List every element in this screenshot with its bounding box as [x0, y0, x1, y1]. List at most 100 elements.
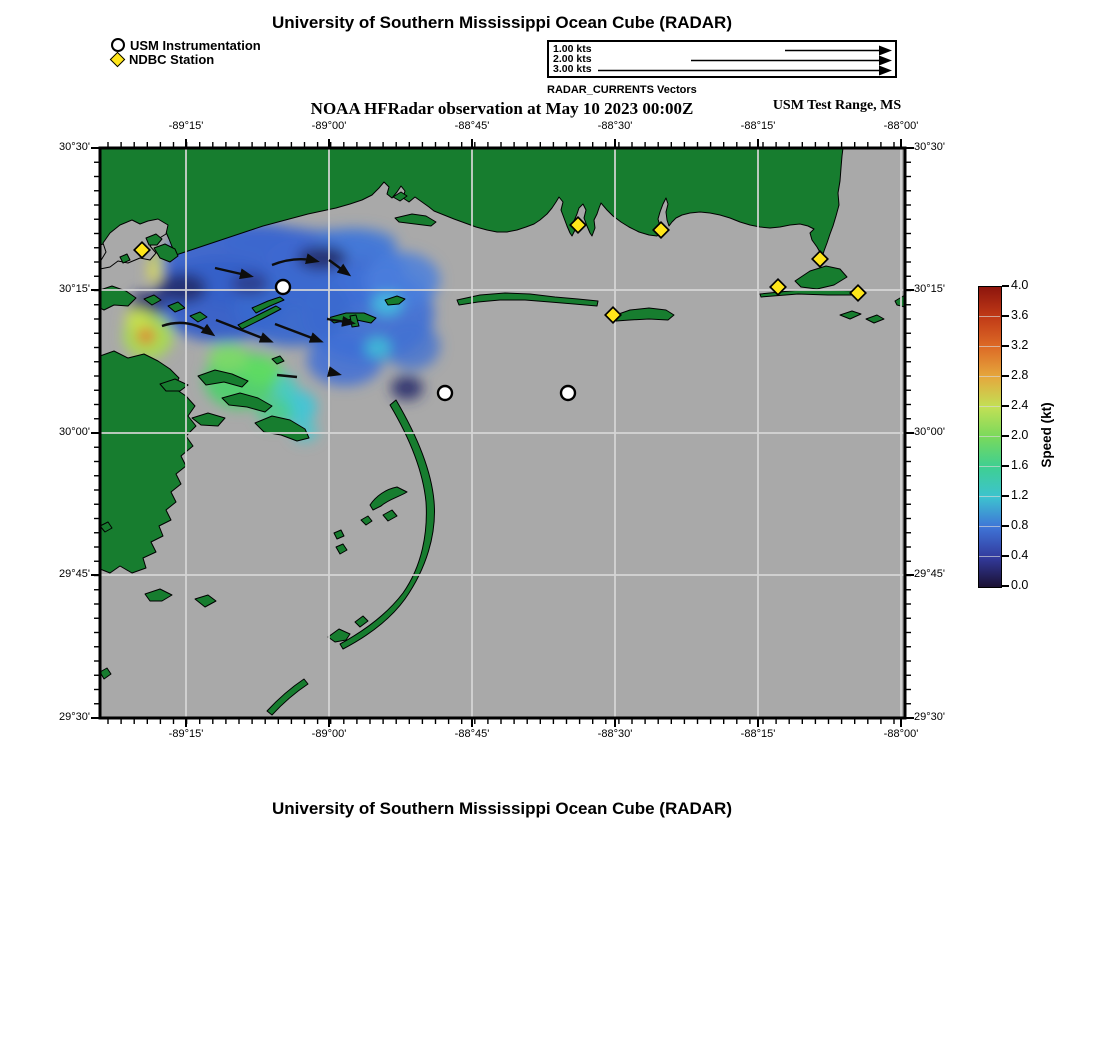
- colorbar-gridline: [979, 316, 1000, 317]
- test-range-label: USM Test Range, MS: [772, 98, 902, 113]
- colorbar-tick-label: 1.6: [1011, 458, 1029, 472]
- colorbar-tick-label: 1.2: [1011, 488, 1029, 502]
- ndbc-station-marker: [133, 241, 151, 259]
- chandeleur-bit: [327, 628, 351, 643]
- marsh: [143, 294, 162, 306]
- colorbar-gridline: [979, 376, 1000, 377]
- biloxi-bay-islet: [392, 191, 408, 202]
- barrier-island: [251, 296, 285, 314]
- pearl-islet: [153, 243, 179, 263]
- speed-field-blob: [231, 273, 269, 295]
- legend-ndbc-row: NDBC Station: [109, 51, 215, 67]
- vector-scale-arrowhead: [879, 55, 892, 66]
- lat-tick-label: 30°00': [59, 426, 90, 438]
- deer-island: [394, 213, 437, 227]
- colorbar-tick-label: 0.0: [1011, 578, 1029, 592]
- pearl-marsh-peninsula: [99, 218, 169, 270]
- current-vectors: [161, 253, 356, 379]
- chandeleur-arc: [339, 399, 435, 650]
- current-vector-arrow: [276, 373, 298, 379]
- lat-tick-label: 29°45': [59, 568, 90, 580]
- small-island: [382, 509, 398, 522]
- current-vector-arrow: [326, 315, 356, 327]
- barrier-island: [384, 295, 406, 306]
- usm-station-marker: [436, 384, 454, 402]
- colorbar-tick-label: 0.4: [1011, 548, 1029, 562]
- current-vector-arrow: [161, 321, 216, 337]
- lon-tick-label: -89°00': [311, 120, 347, 132]
- vector-legend-caption: RADAR_CURRENTS Vectors: [547, 84, 697, 96]
- colorbar-tick-mark: [1002, 285, 1009, 287]
- lon-tick-label: -88°00': [883, 120, 919, 132]
- colorbar-tick-label: 3.6: [1011, 308, 1029, 322]
- colorbar-tick-label: 2.0: [1011, 428, 1029, 442]
- current-vector-arrow: [326, 366, 342, 377]
- ndbc-station-marker: [569, 216, 587, 234]
- usm-station-marker: [274, 278, 292, 296]
- marsh: [191, 412, 226, 427]
- ndbc-station-marker: [604, 306, 622, 324]
- marsh-main: [99, 350, 197, 574]
- stations: [133, 216, 867, 402]
- colorbar-tick-mark: [1002, 345, 1009, 347]
- colorbar-gridline: [979, 556, 1000, 557]
- colorbar-gridline: [979, 526, 1000, 527]
- lon-tick-label: -88°00': [883, 728, 919, 740]
- lat-tick-label: 30°30': [914, 141, 945, 153]
- usm-station-marker: [559, 384, 577, 402]
- colorbar-tick-mark: [1002, 315, 1009, 317]
- speed-field-blob: [242, 355, 282, 385]
- colorbar-tick-mark: [1002, 405, 1009, 407]
- footer-title: University of Southern Mississippi Ocean…: [271, 799, 732, 818]
- colorbar-tick-label: 4.0: [1011, 278, 1029, 292]
- lat-tick-label: 29°45': [914, 568, 945, 580]
- colorbar-gridline: [979, 466, 1000, 467]
- current-vector-arrow: [214, 266, 254, 280]
- vector-scale-legend: 1.00 kts 2.00 kts 3.00 kts: [547, 40, 897, 78]
- marsh: [99, 521, 113, 533]
- speed-field-blob: [384, 322, 440, 370]
- colorbar-gridline: [979, 436, 1000, 437]
- marsh: [194, 594, 217, 608]
- barrier-island-petit-bois: [612, 307, 675, 322]
- colorbar-tick-mark: [1002, 375, 1009, 377]
- ndbc-station-marker: [849, 284, 867, 302]
- lon-tick-label: -88°45': [454, 728, 490, 740]
- ndbc-station-icon: [109, 51, 126, 67]
- small-island: [839, 310, 862, 320]
- speed-field-blob: [365, 338, 391, 358]
- colorbar-tick-label: 2.8: [1011, 368, 1029, 382]
- colorbar-tick-mark: [1002, 555, 1009, 557]
- legend-usm-row: USM Instrumentation: [111, 37, 261, 53]
- ndbc-station-marker: [811, 250, 829, 268]
- marsh: [99, 667, 112, 680]
- map-frame: [98, 146, 907, 720]
- vector-scale-label: 3.00 kts: [553, 63, 592, 75]
- map-plot: [91, 139, 914, 727]
- marsh: [144, 588, 173, 602]
- vector-scale-arrowhead: [879, 45, 892, 56]
- lon-tick-label: -89°00': [311, 728, 347, 740]
- marsh: [167, 301, 186, 313]
- speed-field-blob: [157, 273, 207, 303]
- colorbar-gridline: [979, 496, 1000, 497]
- legend-ndbc-label: NDBC Station: [129, 51, 215, 67]
- lat-tick-label: 29°30': [914, 711, 945, 723]
- marsh: [271, 355, 285, 365]
- current-vector-arrow: [215, 318, 274, 343]
- axis-ticks: [91, 139, 914, 727]
- chandeleur-bit: [354, 615, 369, 628]
- marsh: [189, 311, 208, 323]
- lat-tick-label: 30°15': [59, 283, 90, 295]
- lon-tick-label: -88°30': [597, 120, 633, 132]
- colorbar-tick-mark: [1002, 495, 1009, 497]
- vector-scale-arrows: [598, 45, 892, 76]
- colorbar-tick-mark: [1002, 525, 1009, 527]
- colorbar: [978, 286, 1002, 588]
- colorbar-tick-mark: [1002, 435, 1009, 437]
- lat-tick-label: 29°30': [59, 711, 90, 723]
- graticule: [100, 148, 905, 718]
- small-island: [335, 543, 348, 555]
- legend-usm-label: USM Instrumentation: [130, 37, 261, 53]
